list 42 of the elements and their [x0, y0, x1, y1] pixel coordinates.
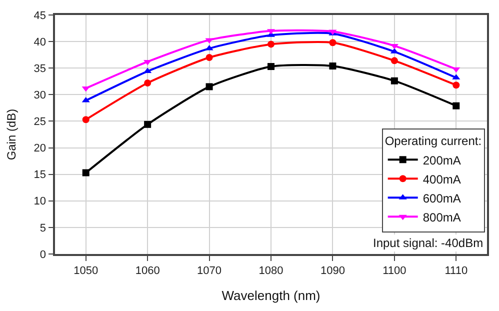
legend-label: 600mA	[422, 191, 461, 206]
point	[268, 40, 274, 48]
x-tick-label: 1050	[74, 264, 98, 277]
x-tick-label: 1080	[258, 264, 284, 277]
point	[144, 68, 152, 74]
x-tick-label: 1060	[135, 264, 160, 277]
point	[390, 57, 398, 64]
y-tick-label: 15	[34, 169, 46, 182]
x-tick-label: 1090	[320, 264, 345, 277]
point	[206, 83, 213, 90]
y-tick-label: 10	[34, 196, 46, 208]
y-tick-label: 5	[40, 222, 46, 234]
point	[390, 77, 398, 84]
y-tick-label: 30	[34, 90, 46, 102]
x-tick-label: 1100	[382, 264, 406, 277]
point	[268, 63, 274, 70]
x-axis-title: Wavelength (nm)	[222, 288, 320, 304]
legend-label: 400mA	[422, 172, 461, 186]
annotation: Input signal: -40dBm	[373, 236, 484, 250]
point	[206, 54, 213, 61]
point	[82, 116, 90, 124]
y-tick-label: 20	[34, 142, 46, 155]
legend-title: Operating current:	[384, 134, 482, 148]
y-tick-label: 35	[34, 62, 46, 75]
point	[452, 82, 460, 89]
legend-label: 200mA	[422, 153, 461, 168]
x-tick-label: 1110	[444, 264, 468, 277]
point	[452, 67, 460, 73]
y-tick-label: 40	[34, 36, 46, 48]
point	[144, 120, 152, 128]
y-tick-label: 45	[34, 10, 46, 22]
point	[329, 39, 336, 46]
y-axis-title: Gain (dB)	[4, 108, 19, 160]
point	[205, 44, 214, 50]
point	[329, 62, 336, 70]
legend-label: 800mA	[422, 210, 461, 224]
y-tick-label: 0	[40, 248, 46, 261]
y-tick-label: 25	[34, 116, 46, 128]
point	[144, 79, 152, 86]
x-tick-label: 1070	[197, 264, 222, 277]
point	[82, 169, 90, 176]
point	[452, 102, 460, 110]
